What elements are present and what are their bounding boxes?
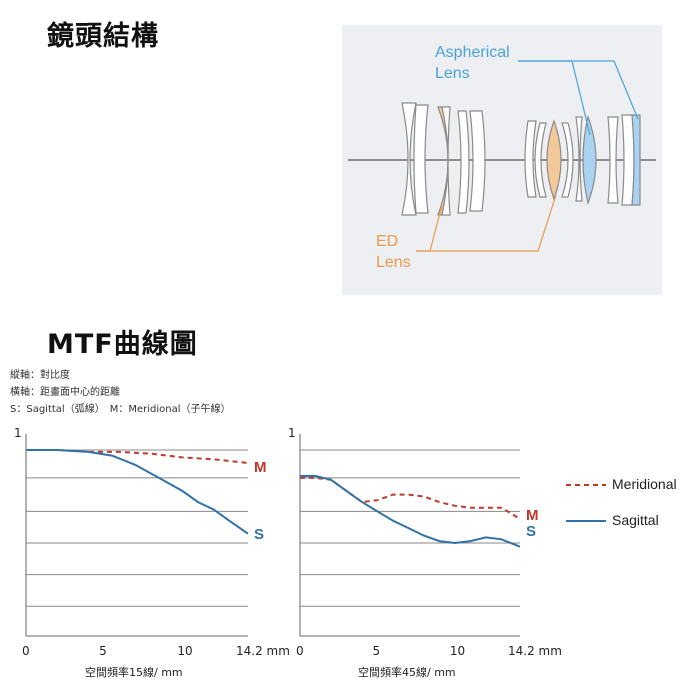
lens-diagram: Aspherical Lens ED Lens [342, 25, 662, 295]
axis-notes: 縱軸：對比度 橫軸：距畫面中心的距離 S：Sagittal（弧線） M：Meri… [10, 367, 230, 418]
ed-label-line2: Lens [376, 254, 411, 271]
lens-element-4 [457, 110, 470, 214]
x-tick-label: 5 [372, 644, 381, 658]
mtf-heading: MTF曲線圖 [47, 329, 198, 360]
series-meridional-line [26, 449, 249, 464]
aspherical-lens-2 [631, 114, 641, 206]
series-tag-meridional: M [254, 459, 267, 477]
lens-structure-heading: 鏡頭結構 [47, 21, 159, 52]
lens-element-7 [534, 122, 547, 198]
lens-element-6 [524, 120, 537, 198]
x-tick-label: 10 [449, 644, 466, 658]
series-sagittal-line [26, 449, 249, 535]
lens-diagram-drawing [348, 60, 656, 252]
x-tick-label: 0 [22, 644, 30, 658]
note-vertical-axis: 縱軸：對比度 [10, 370, 70, 381]
x-tick-label: 14.2 mm [236, 644, 290, 658]
y-tick-label: 1 [14, 426, 22, 440]
lens-element-9 [575, 116, 583, 202]
x-axis-label: 空間頻率45線/ mm [358, 666, 456, 679]
series-tag-meridional: M [526, 506, 539, 524]
series-tag-sagittal: S [254, 525, 265, 543]
lens-element-3 [441, 106, 451, 216]
x-tick-label: 0 [296, 644, 304, 658]
series-meridional-line [300, 476, 521, 520]
legend-meridional-label: Meridional [612, 476, 677, 492]
x-axis-label: 空間頻率15線/ mm [85, 666, 183, 679]
series-tag-sagittal: S [526, 522, 537, 540]
x-tick-label: 5 [99, 644, 107, 658]
aspherical-label-line1: Aspherical [435, 44, 510, 61]
note-horizontal-axis: 橫軸：距畫面中心的距離 [10, 387, 120, 398]
legend-sagittal-swatch [566, 520, 606, 522]
ed-label-line1: ED [376, 233, 399, 250]
x-tick-label: 10 [177, 644, 193, 658]
lens-element-2 [413, 104, 429, 214]
aspherical-pointer-2 [518, 60, 639, 120]
aspherical-lens-1 [582, 114, 597, 206]
lens-element-1 [401, 102, 417, 216]
legend-sagittal-label: Sagittal [612, 512, 659, 528]
legend-meridional-swatch [566, 484, 606, 486]
aspherical-label-line2: Lens [435, 65, 470, 82]
y-tick-label: 1 [288, 426, 296, 440]
lens-element-8 [561, 122, 574, 198]
lens-element-5 [469, 110, 486, 212]
note-legend-key: S：Sagittal（弧線） M：Meridional（子午線） [10, 404, 231, 415]
ed-pointer-2 [416, 194, 557, 252]
lens-element-12 [621, 114, 635, 206]
ed-lens-2 [546, 119, 562, 201]
lens-element-11 [607, 116, 619, 204]
x-tick-label: 14.2 mm [508, 644, 562, 658]
series-sagittal-line [300, 475, 521, 548]
